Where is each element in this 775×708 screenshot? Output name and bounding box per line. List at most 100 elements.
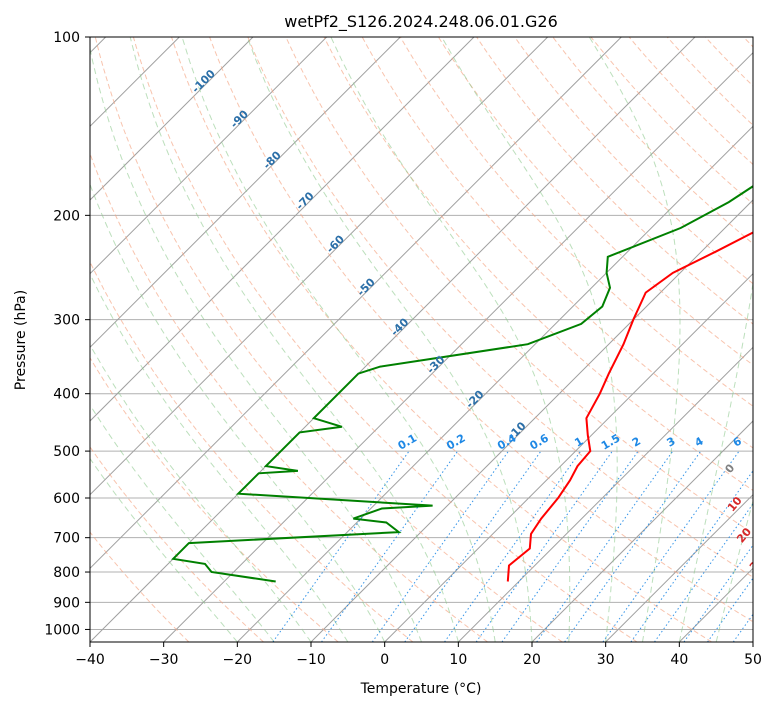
x-tick-label: −30 (149, 652, 179, 668)
isotherm-label: -20 (463, 388, 486, 411)
y-tick-label: 800 (53, 565, 80, 581)
y-tick-label: 200 (53, 208, 80, 224)
moist-adiabat-line (441, 37, 618, 642)
mixing-ratio-line (602, 450, 740, 642)
temperature-profile (506, 231, 753, 582)
moist-adiabat-label: 10 (725, 494, 745, 514)
isotherm-line (90, 37, 549, 496)
isotherm-label: -60 (324, 232, 347, 255)
x-tick-label: 10 (449, 652, 467, 668)
moist-adiabat-line (90, 343, 312, 642)
moist-adiabat-line (588, 37, 681, 642)
mixing-ratio-line (732, 613, 753, 642)
isotherm-line (90, 37, 401, 349)
background-reference-lines (90, 37, 775, 642)
mixing-ratio-label: 8 (759, 435, 772, 450)
reference-line-labels: -100-90-80-70-60-50-40-30-20-100.1 0.2 0.4… (189, 67, 775, 598)
moist-adiabat-line (246, 37, 533, 642)
mixing-ratio-line (371, 450, 509, 642)
mixing-ratio-line (761, 451, 775, 642)
chart-title: wetPf2_S126.2024.248.06.01.G26 (284, 12, 558, 32)
x-axis-title: Temperature (°C) (360, 681, 482, 697)
y-tick-label: 900 (53, 595, 80, 611)
dry-adiabat-line (743, 37, 753, 48)
isotherm-label: -50 (355, 275, 378, 298)
moist-adiabat-line (90, 272, 349, 642)
isotherm-label: -40 (388, 315, 411, 338)
dry-adiabat-line (704, 37, 753, 87)
dry-adiabat-line (323, 37, 753, 491)
mixing-ratio-line (501, 450, 639, 642)
dry-adiabat-line (171, 37, 712, 642)
isotherm-label: -80 (261, 148, 284, 171)
dry-adiabat-line (90, 446, 264, 642)
mixing-ratio-label: 4 (692, 434, 705, 449)
moist-adiabat-line (90, 182, 386, 642)
x-tick-label: −20 (223, 652, 253, 668)
y-axis-title: Pressure (hPa) (13, 290, 29, 390)
x-tick-label: −40 (75, 652, 105, 668)
dry-adiabat-line (437, 37, 753, 366)
dry-adiabat-line (90, 152, 488, 642)
isotherm-line (90, 37, 622, 570)
mixing-ratio-label: 6 (731, 434, 744, 449)
isotherm-line (90, 37, 475, 422)
mixing-ratio-line (707, 577, 753, 642)
dry-adiabat-line (90, 356, 339, 642)
plot-frame (89, 36, 754, 643)
mixing-ratio-label: 0.6 (527, 431, 551, 452)
moist-adiabat-label: 0 (722, 461, 737, 475)
moist-adiabat-line (90, 46, 422, 642)
moist-adiabat-line (90, 457, 238, 642)
dry-adiabat-line (90, 531, 190, 642)
moist-adiabat-line (90, 404, 275, 642)
mixing-ratio-line (444, 450, 582, 642)
sounding-profiles (171, 185, 753, 583)
mixing-ratio-line (536, 450, 674, 642)
dry-adiabat-line (552, 37, 753, 245)
y-axis: 100 200 300 400 500 600 700 800 900 1000 (44, 30, 90, 638)
moist-adiabat-line (129, 37, 459, 642)
dry-adiabat-line (399, 37, 753, 407)
dry-adiabat-line (90, 260, 414, 642)
moist-adiabat-label: 20 (734, 525, 754, 545)
dewpoint-profile (171, 185, 753, 583)
isotherm-label: -90 (228, 107, 251, 130)
y-tick-label: 100 (53, 30, 80, 46)
mixing-ratio-line (683, 544, 753, 642)
y-tick-label: 400 (53, 387, 80, 403)
x-tick-label: −10 (296, 652, 326, 668)
dry-adiabat-line (209, 37, 753, 623)
dry-adiabat-line (590, 37, 753, 205)
moist-adiabat-line (678, 280, 753, 642)
isotherm-line (605, 493, 753, 642)
moist-adiabat-line (715, 499, 753, 642)
mixing-ratio-label: 1 (572, 435, 585, 450)
mixing-ratio-label: 1.5 (599, 432, 622, 453)
mixing-ratio-line (630, 469, 753, 642)
moist-adiabat-line (181, 37, 496, 642)
mixing-ratio-line (475, 450, 613, 642)
x-axis: −40 −30 −20 −10 0 10 20 30 40 50 (75, 642, 762, 668)
isotherm-line (90, 37, 254, 201)
moist-adiabat-label: 30 (747, 553, 767, 573)
mixing-ratio-line (654, 503, 753, 642)
moist-adiabat-label: 40 (766, 578, 775, 598)
isotherm-line (457, 346, 753, 642)
y-tick-label: 500 (53, 444, 80, 460)
isotherm-line (384, 272, 753, 642)
isotherm-line (163, 51, 753, 642)
isotherm-line (90, 37, 328, 275)
mixing-ratio-label: 3 (664, 435, 677, 450)
dry-adiabat-line (476, 37, 753, 325)
mixing-ratio-line (321, 450, 459, 642)
x-tick-label: 30 (597, 652, 615, 668)
dry-adiabat-line (361, 37, 753, 449)
mixing-ratio-line (404, 450, 542, 642)
dry-adiabat-line (285, 37, 753, 535)
isotherm-line (678, 567, 753, 642)
dry-adiabat-line (666, 37, 753, 126)
mixing-ratio-line (272, 450, 410, 642)
y-tick-label: 700 (53, 531, 80, 547)
x-tick-label: 50 (744, 652, 762, 668)
